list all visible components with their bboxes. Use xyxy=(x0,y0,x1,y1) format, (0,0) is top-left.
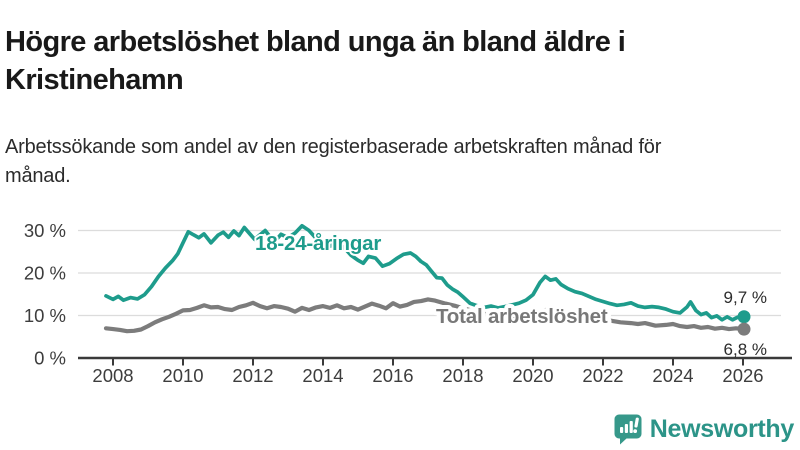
brand-name: Newsworthy xyxy=(649,415,795,443)
series-line-total xyxy=(103,297,747,334)
y-axis-label-0: 0 % xyxy=(34,348,66,369)
end-value-label-total: 6,8 % xyxy=(724,340,767,359)
x-axis-label-2026: 2026 xyxy=(722,365,763,386)
page-title: Högre arbetslöshet bland unga än bland ä… xyxy=(5,26,626,97)
brand-footer: Newsworthy xyxy=(613,413,794,446)
end-value-label-youth: 9,7 % xyxy=(724,288,767,307)
x-axis-label-2022: 2022 xyxy=(582,365,623,386)
x-axis-label-2018: 2018 xyxy=(442,365,483,386)
chart-subtitle: Arbetssökande som andel av den registerb… xyxy=(5,136,662,187)
end-dot-total xyxy=(737,322,751,336)
y-axis-label-30: 30 % xyxy=(24,220,66,241)
series-label-youth: 18-24-åringar xyxy=(255,232,381,255)
x-axis-label-2020: 2020 xyxy=(512,365,553,386)
series-label-total: Total arbetslöshet xyxy=(436,305,608,328)
y-axis-label-20: 20 % xyxy=(24,263,66,284)
x-axis-label-2014: 2014 xyxy=(302,365,343,386)
series-line-youth xyxy=(104,223,747,322)
x-axis-label-2008: 2008 xyxy=(92,365,133,386)
newsworthy-logo-icon xyxy=(613,413,643,446)
x-axis-label-2024: 2024 xyxy=(652,365,693,386)
y-axis-label-10: 10 % xyxy=(24,305,66,326)
x-axis-label-2012: 2012 xyxy=(232,365,273,386)
x-axis-label-2010: 2010 xyxy=(162,365,203,386)
end-dot-youth xyxy=(737,310,751,324)
x-axis-label-2016: 2016 xyxy=(372,365,413,386)
